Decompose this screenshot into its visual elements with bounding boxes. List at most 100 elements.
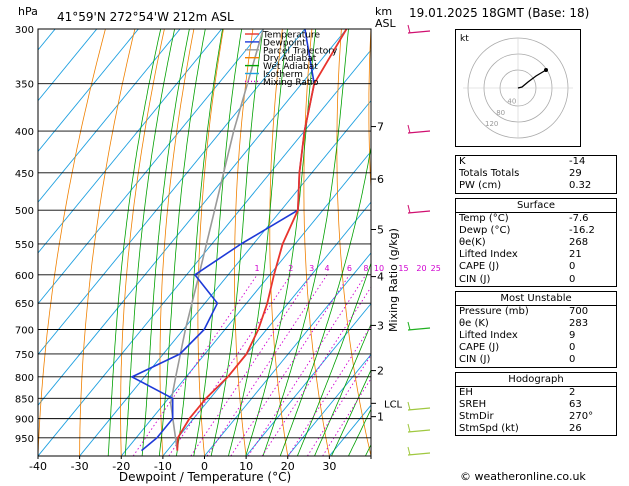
surface-row: Dewp (°C) -16.2	[456, 225, 616, 237]
dry-adiabat-line	[336, 29, 371, 456]
asl-unit: ASL	[375, 17, 397, 30]
datetime-title: 19.01.2025 18GMT (Base: 18)	[409, 6, 590, 20]
index-value: 29	[569, 168, 582, 180]
temperature-tick-label: -40	[29, 460, 47, 473]
surface-value: -7.6	[569, 212, 589, 224]
pressure-tick-label: 500	[15, 206, 34, 217]
index-value: -14	[569, 156, 586, 167]
wind-barb-icon	[407, 452, 431, 456]
mixing-ratio-label: 8	[363, 264, 368, 273]
height-tick-label: 4	[377, 271, 384, 284]
hodograph-stat-row: EH 2	[456, 387, 616, 399]
pressure-tick-label: 850	[15, 394, 34, 405]
mixing-ratio-line	[168, 274, 292, 456]
temperature-tick-label: -20	[112, 460, 130, 473]
location-title: 41°59'N 272°54'W 212m ASL	[57, 10, 234, 24]
km-unit: km	[375, 5, 392, 18]
temperature-tick-label: -30	[71, 460, 89, 473]
surface-row: θe(K) 268	[456, 237, 616, 249]
surface-label: CAPE (J)	[459, 261, 500, 273]
hodograph: kt 40 80 120	[455, 29, 581, 147]
temperature-tick-label: 0	[201, 460, 208, 473]
wind-barb-flag-icon	[407, 204, 411, 214]
wet-adiabat-line	[262, 29, 349, 456]
mixing-ratio-label: 3	[309, 264, 314, 273]
isotherm-line	[287, 353, 371, 456]
isotherm-line	[38, 29, 306, 356]
legend-label: Mixing Ratio	[263, 78, 319, 88]
indices-table: K -14 Totals Totals 29 PW (cm) 0.32	[455, 155, 617, 194]
hodograph-stat-value: 26	[569, 423, 582, 435]
wet-adiabat-line	[296, 261, 371, 456]
wet-adiabat-line	[141, 29, 190, 456]
hodograph-table: Hodograph EH 2 SREH 63 StmDir 270° StmSpd (kt)…	[455, 371, 617, 437]
dry-adiabat-line	[269, 29, 289, 456]
hodograph-stat-value: 2	[569, 386, 576, 398]
pressure-tick-label: 400	[15, 127, 34, 138]
wind-barb-icon	[407, 210, 431, 214]
most-unstable-row: Lifted Index 9	[456, 330, 616, 342]
surface-label: CIN (J)	[459, 273, 491, 285]
most-unstable-row: CIN (J) 0	[456, 354, 616, 366]
most-unstable-value: 0	[569, 342, 576, 354]
height-tick-label: 1	[377, 411, 384, 424]
hodograph-stat-row: StmSpd (kt) 26	[456, 423, 616, 435]
dry-adiabat-line	[79, 29, 136, 456]
index-label: PW (cm)	[459, 180, 502, 192]
pressure-axis: 300 350 400 450 500 550 600 650 700 750 800 850 900 9…	[15, 25, 34, 445]
surface-label: Dewp (°C)	[459, 224, 511, 236]
dry-adiabat-line	[368, 29, 371, 196]
height-tick-label: 2	[377, 365, 384, 378]
legend-label: Isotherm	[263, 70, 303, 80]
mixing-ratio-line	[190, 274, 313, 456]
surface-value: 0	[569, 273, 576, 285]
wet-adiabat-line	[245, 29, 317, 456]
hodograph-stat-label: EH	[459, 386, 473, 398]
footer-credit: © weatheronline.co.uk	[460, 470, 586, 483]
hodograph-stat-label: SREH	[459, 398, 487, 410]
wind-barb-flag-icon	[407, 446, 411, 456]
surface-value: -16.2	[569, 224, 595, 236]
height-tick-label: 6	[377, 173, 384, 186]
dry-adiabat-line	[234, 29, 254, 456]
temperature-axis: -40 -30 -20 -10 0 10 20 30	[29, 456, 372, 473]
legend-label: Temperature	[262, 31, 320, 41]
temperature-line	[176, 29, 348, 451]
wet-adiabat-line	[314, 323, 371, 456]
wind-barb-flag-icon	[407, 401, 411, 411]
pressure-tick-label: 900	[15, 415, 34, 426]
mixing-ratio-label: 2	[288, 264, 293, 273]
most-unstable-label: CAPE (J)	[459, 342, 500, 354]
index-label: Totals Totals	[459, 168, 520, 180]
wet-adiabat-line	[348, 408, 371, 456]
pressure-tick-label: 650	[15, 299, 34, 310]
most-unstable-label: CIN (J)	[459, 354, 491, 366]
pressure-tick-label: 950	[15, 434, 34, 445]
index-row: PW (cm) 0.32	[456, 180, 616, 192]
mixing-ratio-labels: 1 2 3 4 6 8 10 15 20 25	[255, 264, 441, 273]
wind-barb-flag-icon	[407, 124, 411, 134]
height-tick-label: 7	[377, 121, 384, 134]
height-tick-label: 5	[377, 223, 384, 236]
wind-barb-flag-icon	[407, 423, 411, 433]
wet-adiabat-line	[193, 29, 243, 456]
index-row: K -14	[456, 156, 616, 168]
hodograph-stat-value: 270°	[569, 411, 594, 422]
legend-label: Dry Adiabat	[263, 54, 317, 64]
wind-barb-icon	[407, 30, 431, 34]
most-unstable-value: 0	[569, 354, 576, 366]
isotherm-line	[38, 29, 98, 102]
wet-adiabat-line	[176, 29, 224, 456]
dewpoint-line	[131, 29, 316, 452]
wet-adiabat-line	[227, 29, 288, 456]
hodograph-unit: kt	[460, 34, 469, 44]
mixing-ratio-lines	[132, 274, 371, 456]
dry-adiabat-line	[120, 29, 165, 456]
isotherm-line	[38, 29, 139, 153]
wind-barb-icon	[407, 407, 431, 411]
isotherm-line	[38, 49, 371, 456]
surface-value: 21	[569, 249, 582, 261]
lcl-label: LCL	[384, 399, 403, 410]
